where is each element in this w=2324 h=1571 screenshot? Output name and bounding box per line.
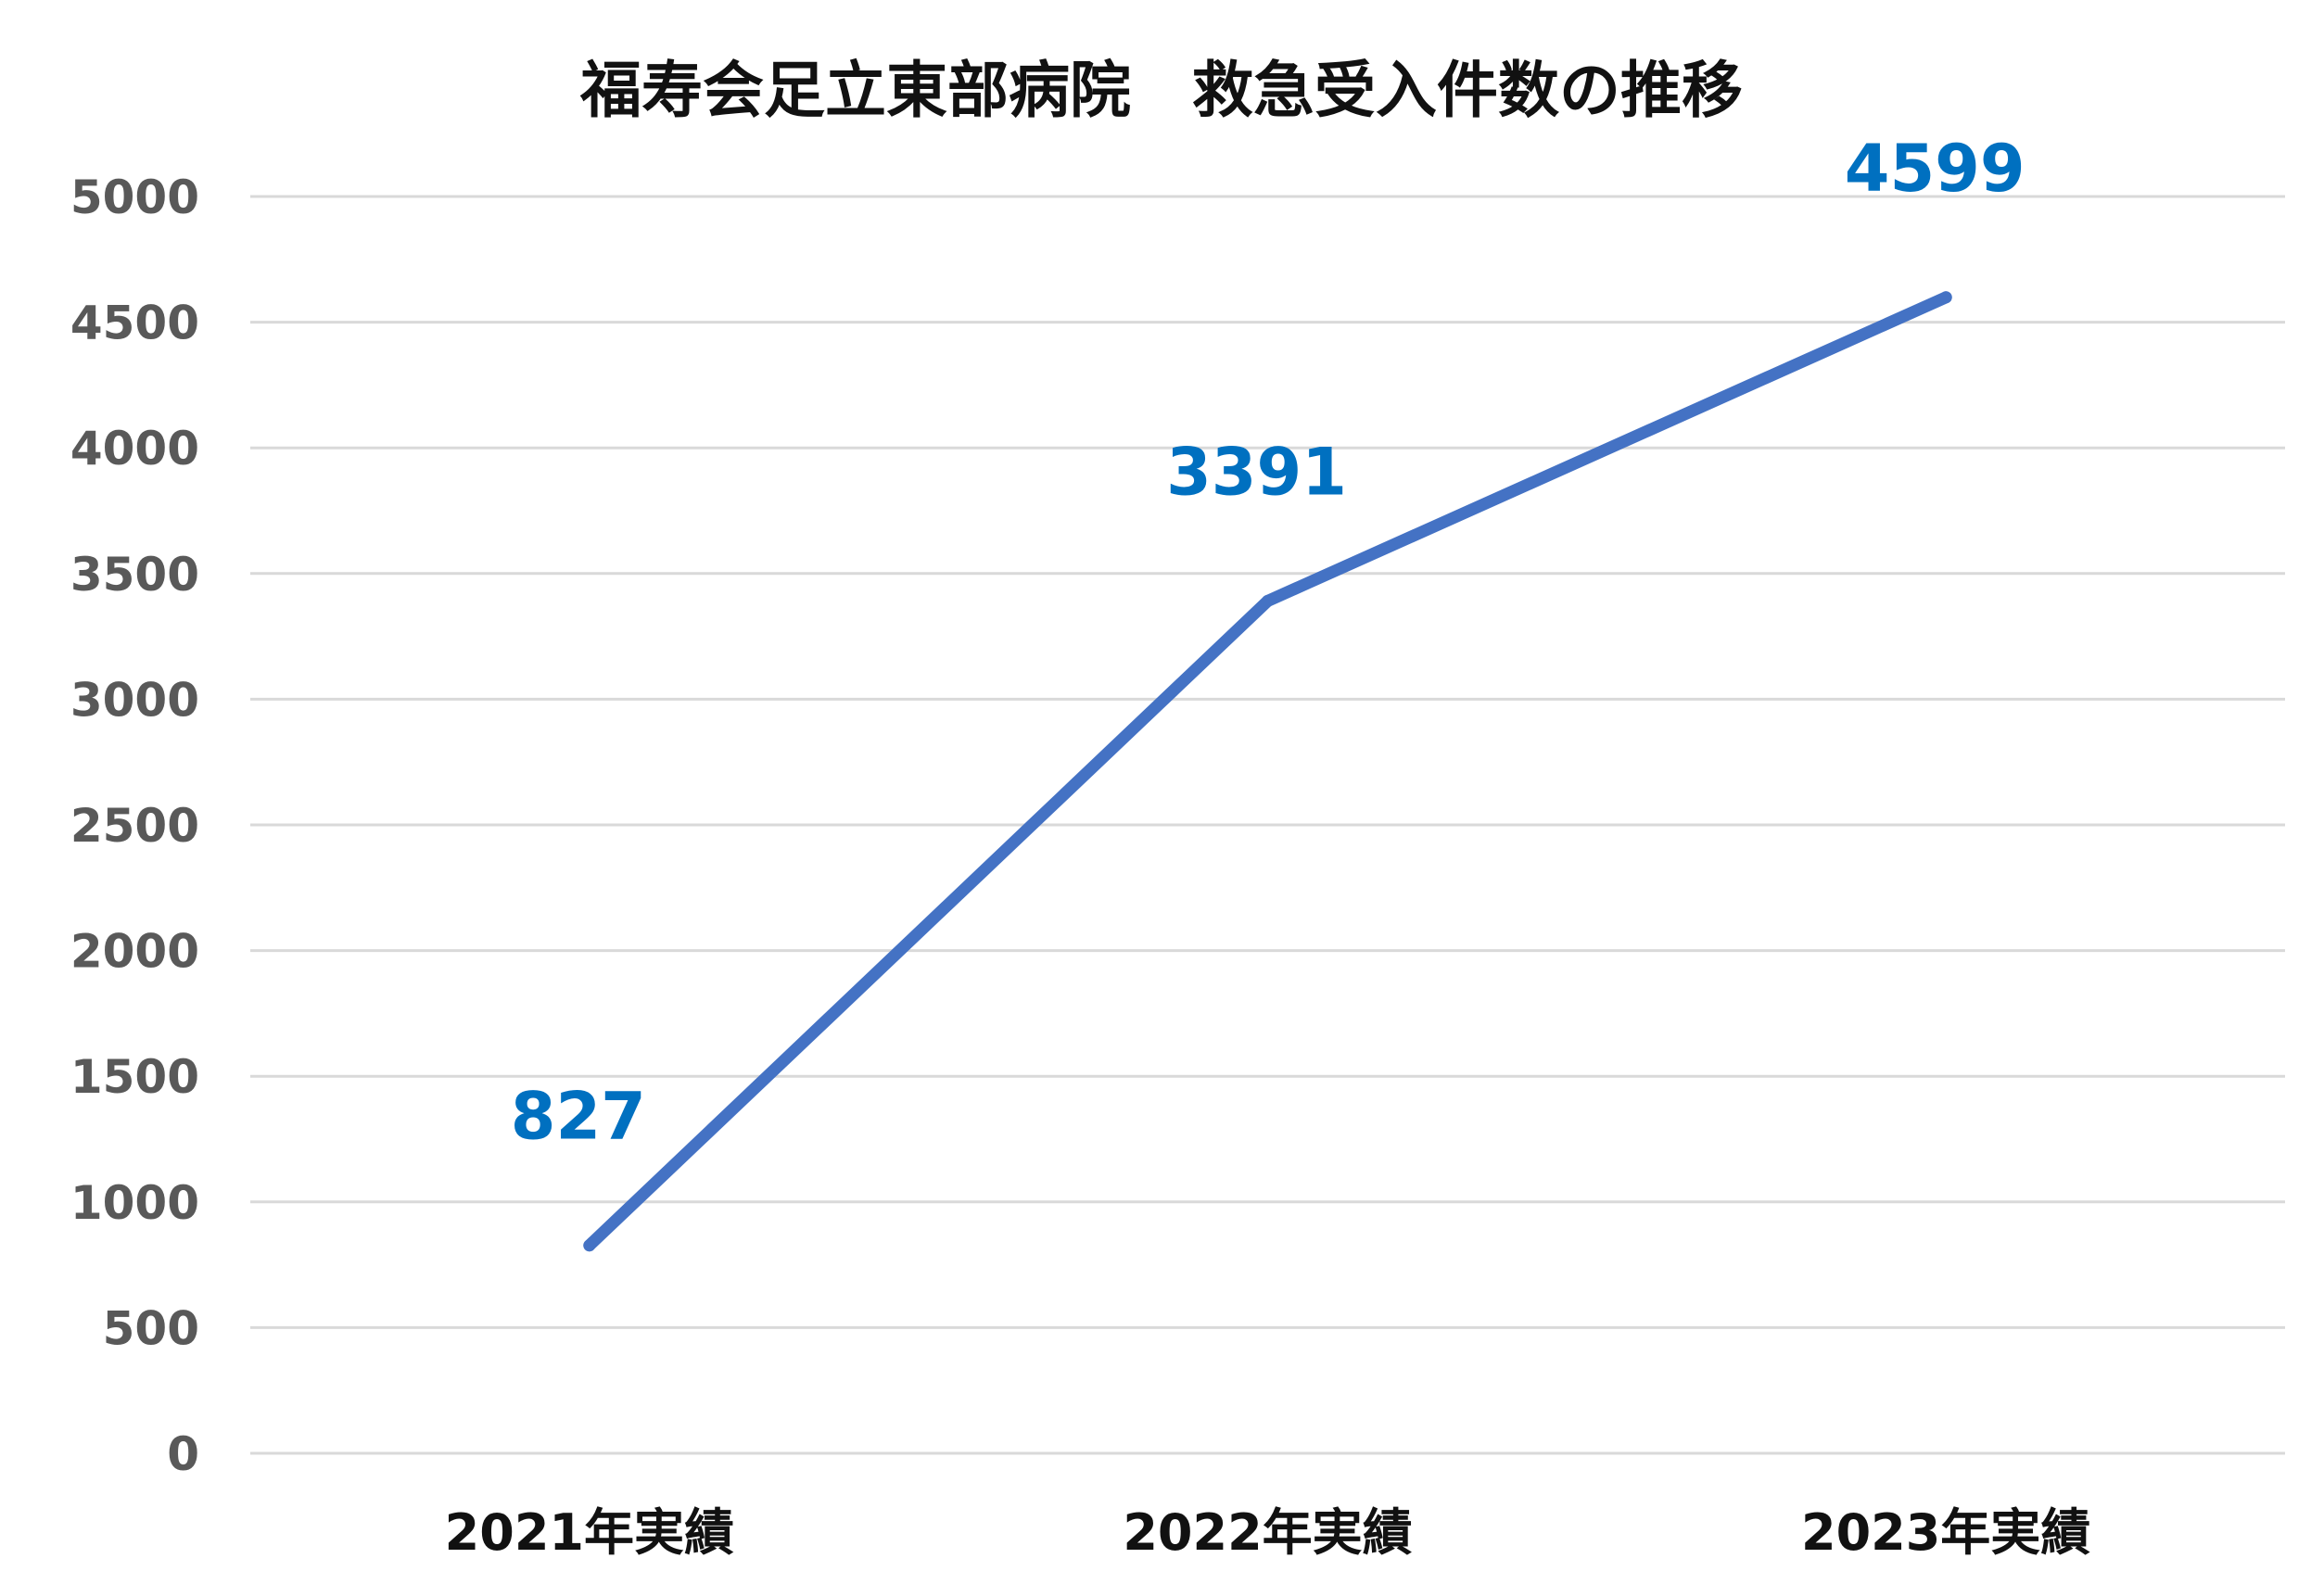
y-tick-label: 3500	[70, 548, 199, 602]
data-point	[1939, 291, 1952, 304]
y-tick-label: 2500	[70, 799, 199, 853]
y-tick-label: 3000	[70, 673, 199, 727]
series-layer	[583, 291, 1952, 1252]
chart-title: 福寿会足立東部病院 救急受入件数の推移	[579, 55, 1743, 126]
y-axis-tick-labels: 0 500 1000 1500 2000 2500 3000 3500 4000 4500 5000	[70, 171, 199, 1481]
y-tick-label: 0	[167, 1427, 199, 1481]
data-labels: 827 3391 4599	[511, 131, 2026, 1155]
gridlines	[250, 195, 2285, 1455]
data-label: 827	[511, 1079, 646, 1155]
x-tick-label: 2021年実績	[445, 1503, 734, 1562]
x-axis-tick-labels: 2021年実績 2022年実績 2023年実績	[445, 1503, 2091, 1562]
y-tick-label: 1500	[70, 1050, 199, 1104]
data-label: 4599	[1845, 131, 2026, 207]
data-label: 3391	[1166, 434, 1347, 510]
y-tick-label: 5000	[70, 171, 199, 224]
y-tick-label: 2000	[70, 925, 199, 979]
x-tick-label: 2022年実績	[1123, 1503, 1412, 1562]
y-tick-label: 4000	[70, 422, 199, 475]
data-point	[1262, 594, 1274, 607]
x-tick-label: 2023年実績	[1801, 1503, 2090, 1562]
y-tick-label: 4500	[70, 297, 199, 350]
y-tick-label: 1000	[70, 1176, 199, 1230]
y-tick-label: 500	[103, 1301, 199, 1355]
data-point	[583, 1239, 596, 1252]
